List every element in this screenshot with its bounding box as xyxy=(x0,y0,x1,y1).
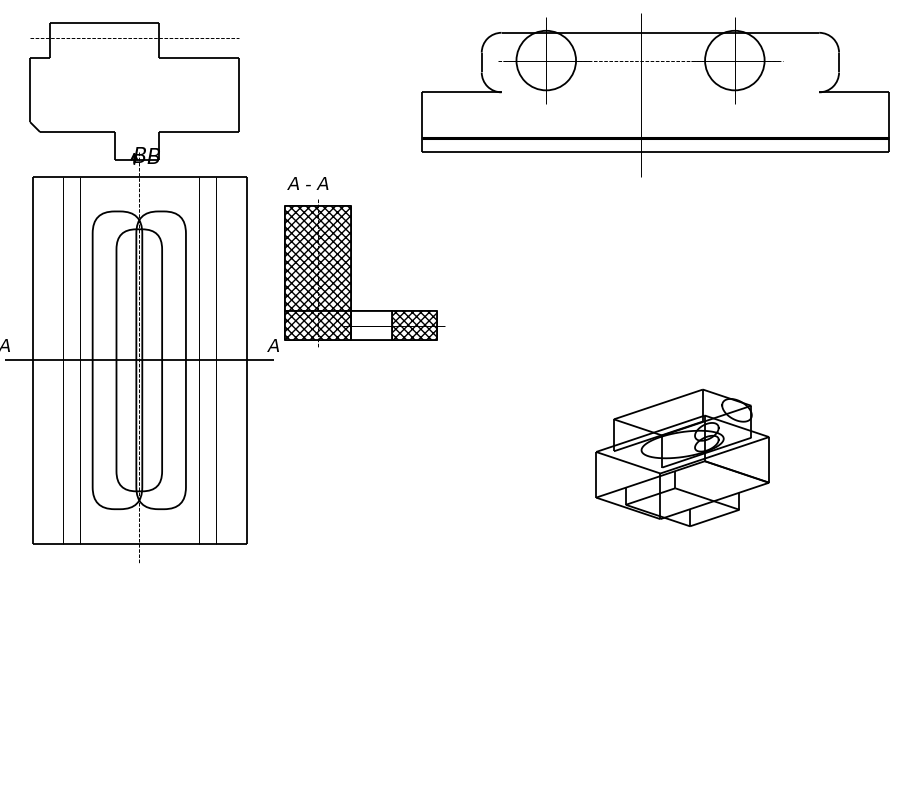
Text: A - A: A - A xyxy=(289,176,331,194)
Text: A: A xyxy=(0,339,12,356)
Text: B: B xyxy=(146,148,161,168)
Polygon shape xyxy=(351,311,392,340)
Polygon shape xyxy=(392,311,437,340)
Text: A: A xyxy=(268,339,281,356)
Text: B: B xyxy=(132,147,146,167)
Polygon shape xyxy=(285,207,351,311)
Polygon shape xyxy=(285,311,351,340)
